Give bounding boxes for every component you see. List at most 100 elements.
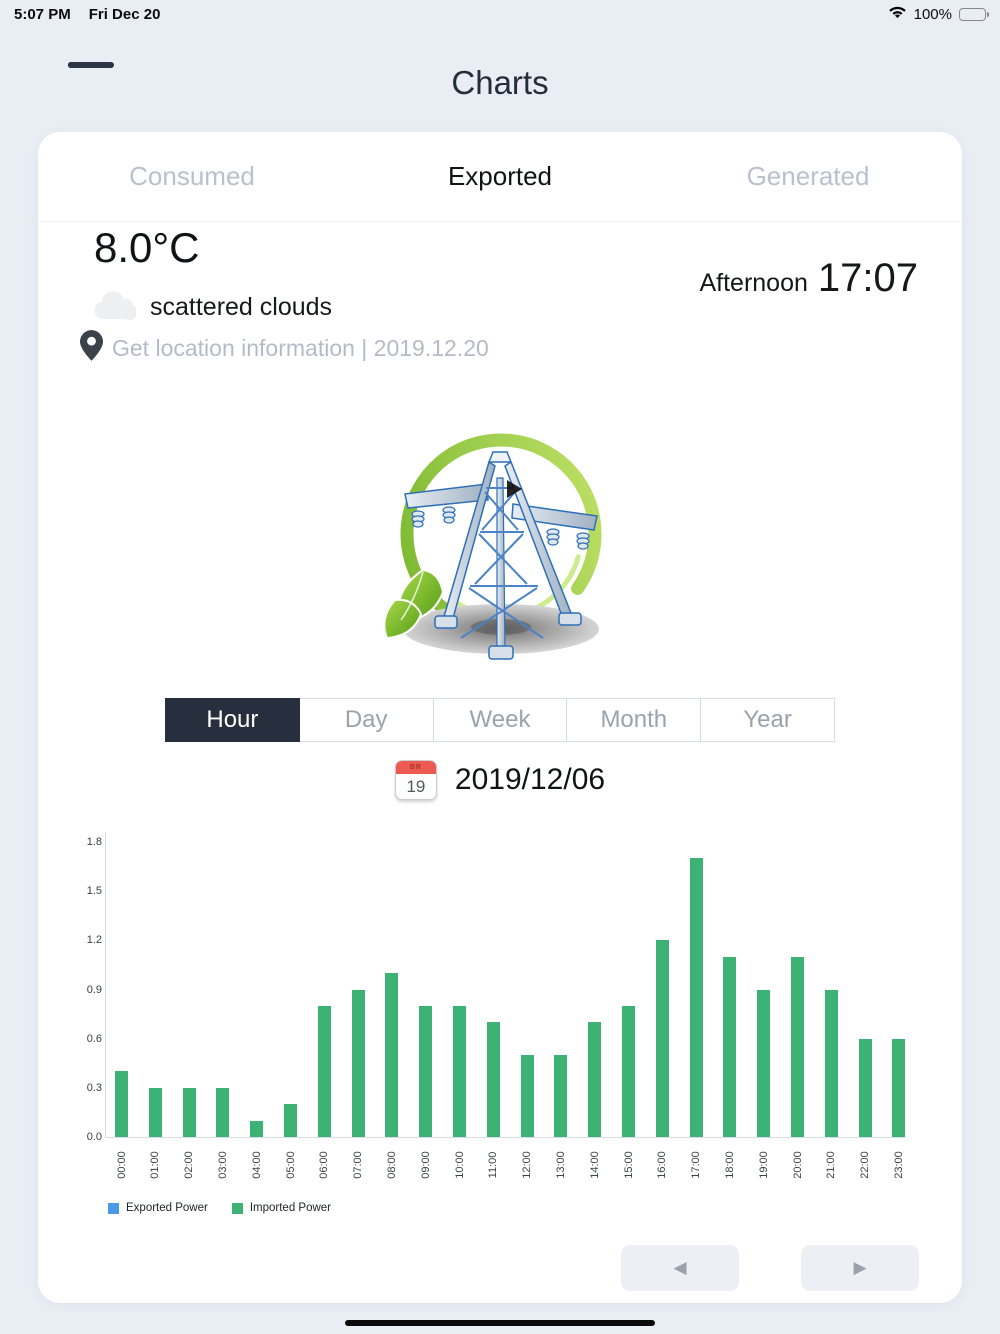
- header: Charts: [0, 28, 1000, 128]
- x-tick-label: 19:00: [757, 1151, 770, 1179]
- status-time: 5:07 PM: [14, 5, 71, 23]
- location-pin-icon: [80, 330, 103, 366]
- legend-swatch-icon: [231, 1202, 243, 1214]
- y-tick-label: 1.2: [86, 934, 102, 947]
- chart-bar: [520, 1055, 534, 1137]
- segment-week[interactable]: Week: [432, 698, 568, 742]
- x-tick-label: 04:00: [250, 1151, 263, 1179]
- x-tick-label: 07:00: [352, 1151, 365, 1179]
- day-period-label: Afternoon: [699, 269, 808, 297]
- y-tick-label: 0.3: [86, 1081, 102, 1094]
- chart-bar: [588, 1022, 602, 1137]
- location-text: Get location information | 2019.12.20: [112, 334, 489, 361]
- hourly-power-chart: 0.0 0.3 0.6 0.9 1.2 1.5 1.8 00:00 01:00 02:00 03:…: [86, 830, 916, 1230]
- date-picker[interactable]: BR 19 2019/12/06: [38, 760, 962, 800]
- x-tick-label: 22:00: [859, 1151, 872, 1179]
- x-tick-label: 11:00: [487, 1151, 500, 1179]
- page-title: Charts: [451, 64, 549, 101]
- x-tick-label: 12:00: [521, 1151, 534, 1179]
- chart-bar: [486, 1022, 500, 1137]
- x-tick-label: 10:00: [453, 1151, 466, 1179]
- status-bar: 5:07 PM Fri Dec 20 100%: [0, 0, 1000, 28]
- chart-bar: [892, 1038, 906, 1137]
- chart-bar: [317, 1005, 331, 1137]
- selected-date: 2019/12/06: [454, 763, 606, 796]
- tab-generated[interactable]: Generated: [746, 161, 870, 191]
- location-link[interactable]: Get location information | 2019.12.20: [80, 330, 489, 366]
- chart-bar: [554, 1055, 568, 1137]
- legend-swatch-icon: [108, 1202, 119, 1214]
- tab-exported[interactable]: Exported: [447, 161, 553, 191]
- x-tick-label: 03:00: [216, 1151, 229, 1179]
- chart-bar: [453, 1005, 466, 1137]
- chart-bar: [148, 1087, 162, 1137]
- chart-bar: [250, 1120, 264, 1137]
- content-card: Consumed Exported Generated 8.0°C scattere…: [38, 132, 962, 1303]
- right-arrow-icon: ▶: [853, 1258, 867, 1277]
- wifi-icon: [888, 5, 907, 23]
- hamburger-menu-icon[interactable]: [68, 62, 114, 102]
- battery-percent: 100%: [913, 5, 952, 23]
- chart-bar: [757, 989, 771, 1137]
- legend-label: Exported Power: [126, 1202, 208, 1214]
- power-pylon-illustration: [383, 422, 615, 672]
- battery-icon: [959, 7, 989, 21]
- legend-item: Imported Power: [231, 1202, 332, 1214]
- chart-bar: [182, 1087, 196, 1137]
- x-tick-label: 02:00: [183, 1151, 196, 1179]
- play-icon: [507, 480, 522, 498]
- weather-condition: scattered clouds: [150, 293, 333, 321]
- chart-bar: [723, 956, 737, 1137]
- chart-legend: Exported Power Imported Power: [108, 1202, 331, 1214]
- chart-bar: [791, 956, 804, 1137]
- left-arrow-icon: ◀: [673, 1258, 687, 1277]
- segment-hour[interactable]: Hour: [165, 698, 300, 742]
- x-tick-label: 13:00: [554, 1151, 567, 1179]
- segment-year[interactable]: Year: [700, 698, 835, 742]
- y-tick-label: 1.5: [86, 885, 102, 898]
- chart-bar: [858, 1038, 872, 1137]
- x-tick-label: 06:00: [318, 1151, 331, 1179]
- temperature-value: 8.0°C: [94, 224, 200, 271]
- chart-bar: [115, 1071, 128, 1137]
- y-tick-label: 0.6: [86, 1032, 102, 1045]
- chart-bar: [689, 858, 703, 1137]
- next-period-button[interactable]: ▶: [801, 1245, 919, 1291]
- legend-item: Exported Power: [108, 1202, 208, 1214]
- x-tick-label: 18:00: [723, 1151, 736, 1179]
- chart-bar: [216, 1087, 230, 1137]
- x-tick-label: 08:00: [385, 1151, 398, 1179]
- legend-label: Imported Power: [249, 1202, 332, 1214]
- x-tick-label: 20:00: [791, 1151, 804, 1179]
- chart-bar: [284, 1104, 297, 1137]
- x-tick-label: 05:00: [284, 1151, 297, 1179]
- chart-bar: [655, 940, 669, 1137]
- segment-day[interactable]: Day: [298, 698, 434, 742]
- chart-bar: [351, 989, 365, 1137]
- home-indicator[interactable]: [345, 1320, 655, 1326]
- chart-x-axis: [105, 1137, 906, 1138]
- tab-consumed[interactable]: Consumed: [129, 161, 255, 191]
- period-selector: Hour Day Week Month Year: [165, 698, 835, 742]
- chart-bar: [824, 989, 838, 1137]
- cloud-icon: [92, 290, 138, 325]
- chart-bar: [385, 973, 399, 1137]
- x-tick-label: 15:00: [622, 1151, 635, 1179]
- chart-bar: [419, 1005, 433, 1137]
- y-tick-label: 0.0: [86, 1131, 102, 1143]
- previous-period-button[interactable]: ◀: [621, 1245, 739, 1291]
- calendar-icon: BR 19: [394, 760, 437, 800]
- x-tick-label: 23:00: [892, 1151, 905, 1179]
- chart-y-axis: [105, 832, 106, 1138]
- x-tick-label: 14:00: [588, 1151, 601, 1179]
- current-time: 17:07: [817, 256, 918, 300]
- x-tick-label: 09:00: [419, 1151, 432, 1179]
- x-tick-label: 16:00: [656, 1151, 669, 1179]
- x-tick-label: 00:00: [115, 1151, 128, 1179]
- tab-bar: Consumed Exported Generated: [38, 132, 962, 222]
- x-tick-label: 01:00: [149, 1151, 162, 1179]
- chart-bar: [622, 1005, 635, 1137]
- x-tick-label: 21:00: [825, 1151, 838, 1179]
- segment-month[interactable]: Month: [566, 698, 702, 742]
- y-tick-label: 0.9: [86, 983, 102, 996]
